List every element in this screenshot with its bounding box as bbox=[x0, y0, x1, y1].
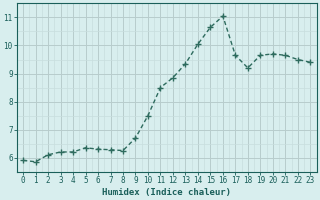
X-axis label: Humidex (Indice chaleur): Humidex (Indice chaleur) bbox=[102, 188, 231, 197]
